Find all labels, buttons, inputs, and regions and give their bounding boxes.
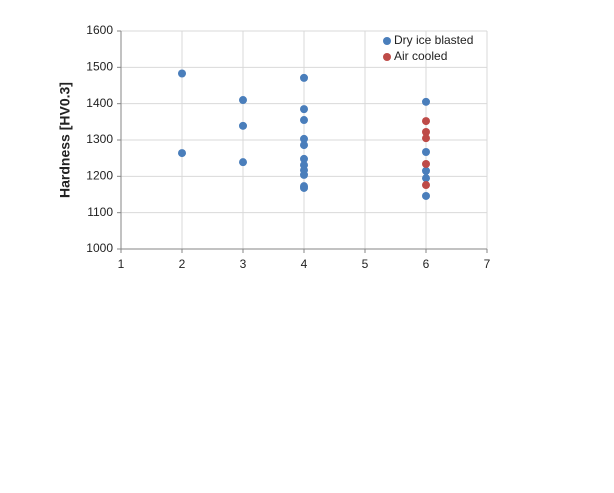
y-tick-label: 1300 [86,132,113,146]
point [422,117,430,126]
y-tick-label: 1000 [86,241,113,255]
point [422,166,430,175]
point [300,141,308,150]
point [300,183,308,192]
point [422,159,430,168]
x-tick-label: 3 [240,257,247,271]
point [422,191,430,200]
x-tick-label: 7 [484,257,491,271]
point [178,69,186,78]
x-tick-label: 4 [301,257,308,271]
legend-label: Dry ice blasted [394,33,473,47]
y-axis-label: Hardness [HV0.3] [57,82,73,198]
legend-marker [383,53,391,61]
point [239,158,247,167]
point [300,170,308,179]
x-tick-label: 6 [423,257,430,271]
x-tick-label: 2 [179,257,186,271]
point [239,96,247,105]
point [422,134,430,143]
point [300,73,308,82]
point [300,154,308,163]
point [422,147,430,156]
point [422,181,430,190]
point [239,121,247,130]
x-tick-label: 1 [118,257,125,271]
point [422,128,430,137]
point [300,134,308,143]
y-tick-label: 1500 [86,60,113,74]
point [422,174,430,183]
y-tick-label: 1600 [86,23,113,37]
x-tick-label: 5 [362,257,369,271]
y-tick-label: 1200 [86,169,113,183]
point [178,149,186,158]
legend-marker [383,37,391,45]
y-tick-label: 1100 [87,205,113,219]
legend-label: Air cooled [394,49,447,63]
point [300,105,308,114]
point [300,116,308,125]
point [422,97,430,106]
y-tick-label: 1400 [86,96,113,110]
